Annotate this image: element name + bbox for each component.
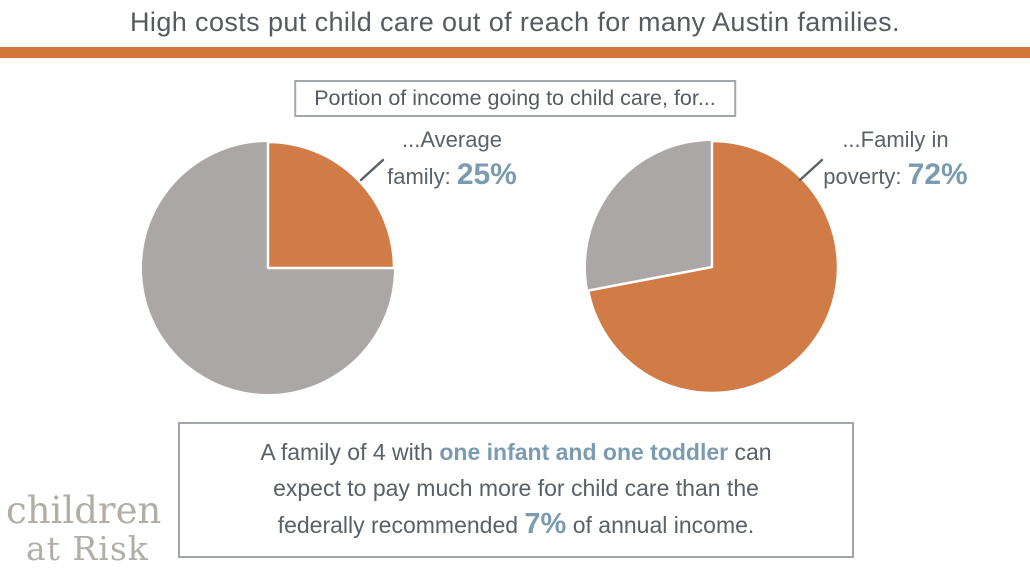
pie-chart-average-family xyxy=(141,140,396,395)
footnote-box: A family of 4 with one infant and one to… xyxy=(178,422,854,558)
callout-label-line2: family: 25% xyxy=(352,158,552,192)
callout-value: 72% xyxy=(907,158,968,191)
logo-line2: at Risk xyxy=(26,529,149,568)
chart-caption: Portion of income going to child care, f… xyxy=(314,86,716,110)
footnote-text: A family of 4 with one infant and one to… xyxy=(180,434,852,543)
callout-family-in-poverty: ...Family in poverty: 72% xyxy=(788,127,1003,192)
accent-bar xyxy=(0,47,1030,58)
callout-label-line1: ...Average xyxy=(402,127,502,152)
page-title: High costs put child care out of reach f… xyxy=(130,7,900,37)
callout-label-prefix: poverty: xyxy=(823,164,908,189)
callout-leader-line-right xyxy=(798,158,824,182)
callout-leader-line-left xyxy=(359,158,385,182)
footnote-line: expect to pay much more for child care t… xyxy=(273,475,759,501)
children-at-risk-logo: children at Risk xyxy=(6,492,161,565)
callout-label-line2: poverty: 72% xyxy=(788,158,1003,192)
callout-label-prefix: family: xyxy=(387,164,457,189)
logo-line1: children xyxy=(6,489,162,532)
callout-label-line1: ...Family in xyxy=(842,127,949,152)
callout-average-family: ...Average family: 25% xyxy=(352,127,552,192)
chart-caption-box: Portion of income going to child care, f… xyxy=(294,80,736,117)
footnote-line: federally recommended 7% of annual incom… xyxy=(277,508,755,540)
pie-chart-family-in-poverty xyxy=(585,139,840,395)
footnote-line: A family of 4 with one infant and one to… xyxy=(260,439,772,465)
callout-value: 25% xyxy=(456,158,517,191)
